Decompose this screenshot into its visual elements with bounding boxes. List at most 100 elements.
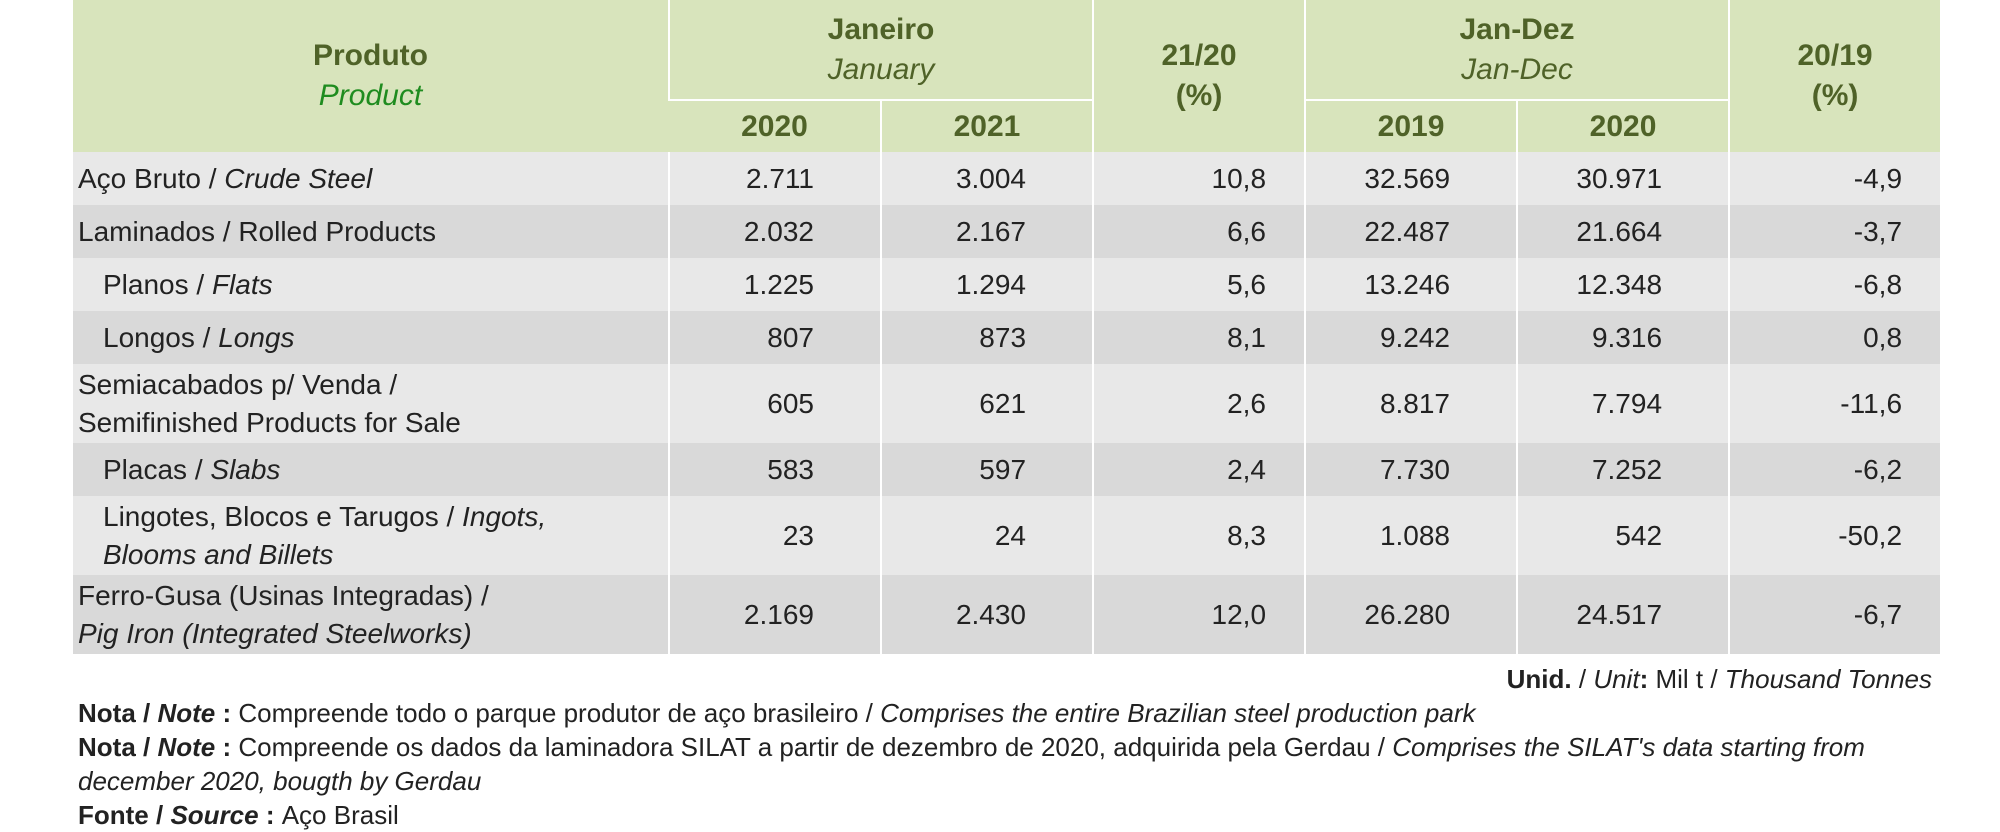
footnote: Nota / Note : Compreende todo o parque p… [78, 698, 1476, 728]
cell-var-21-20: 8,3 [1092, 496, 1306, 575]
cell-jd-2019: 1.088 [1304, 496, 1518, 575]
cell-jd-2020: 7.794 [1516, 364, 1730, 443]
cell-var-20-19: -50,2 [1728, 496, 1941, 575]
header-var-21-20: 21/20 (%) [1092, 0, 1306, 152]
cell-jan-2021: 621 [879, 364, 1094, 443]
cell-var-21-20: 10,8 [1092, 152, 1306, 205]
product-name-pt: Planos / [103, 268, 212, 300]
cell-jd-2020: 21.664 [1516, 205, 1730, 258]
row-product-name: Placas / Slabs [73, 443, 669, 496]
source-label-en: Source [170, 800, 259, 830]
cell-jd-2019: 13.246 [1304, 258, 1518, 311]
cell-jan-2021: 1.294 [879, 258, 1094, 311]
cell-var-21-20: 8,1 [1092, 311, 1306, 364]
row-product-name: Ferro-Gusa (Usinas Integradas) / Pig Iron… [73, 575, 669, 654]
product-name-pt: Longos / [103, 321, 219, 353]
footnote-text-pt: Compreende todo o parque produtor de aço… [238, 698, 881, 728]
cell-jan-2021: 24 [879, 496, 1094, 575]
unit-value-pt: Mil t [1655, 664, 1704, 694]
cell-jd-2019: 32.569 [1304, 152, 1518, 205]
table-row: Aço Bruto / Crude Steel 2.711 3.004 10,8… [73, 152, 1941, 205]
unit-value-sep: / [1703, 664, 1725, 694]
cell-jd-2019: 9.242 [1304, 311, 1518, 364]
header-var-20-19-unit: (%) [1811, 79, 1859, 112]
header-product: Produto Product [73, 0, 669, 152]
cell-var-20-19: 0,8 [1728, 311, 1941, 364]
footnotes: Nota / Note : Compreende todo o parque p… [73, 696, 1940, 832]
table-row: Planos / Flats 1.225 1.294 5,6 13.246 12… [73, 258, 1941, 311]
header-product-pt: Produto [313, 39, 428, 72]
header-var-21-20-unit: (%) [1175, 79, 1223, 112]
table-row: Longos / Longs 807 873 8,1 9.242 9.316 0… [73, 311, 1941, 364]
header-var-20-19: 20/19 (%) [1728, 0, 1941, 152]
footnote-label-en: Note [157, 732, 216, 762]
table-row: Laminados / Rolled Products 2.032 2.167 … [73, 205, 1941, 258]
product-name-line2: Semifinished Products for Sale [78, 406, 461, 438]
unit-sep: / [1571, 664, 1594, 694]
product-name-pt: Laminados / Rolled Products [78, 215, 436, 247]
cell-jan-2020: 583 [668, 443, 881, 496]
table-row: Ferro-Gusa (Usinas Integradas) / Pig Iron… [73, 575, 1941, 654]
footnote: Nota / Note : Compreende os dados da lam… [78, 732, 1865, 796]
header-january-pt: Janeiro [827, 12, 935, 46]
cell-jan-2020: 2.169 [668, 575, 881, 654]
source-text: Aço Brasil [281, 800, 399, 830]
cell-var-20-19: -4,9 [1728, 152, 1941, 205]
cell-jd-2020: 24.517 [1516, 575, 1730, 654]
cell-jan-2021: 2.430 [879, 575, 1094, 654]
header-january-en: January [827, 52, 935, 86]
product-name-line1: Ferro-Gusa (Usinas Integradas) / [78, 579, 489, 611]
cell-jd-2020: 542 [1516, 496, 1730, 575]
cell-jan-2020: 2.711 [668, 152, 881, 205]
unit-value-en: Thousand Tonnes [1724, 664, 1932, 694]
header-jd-2020: 2020 [1516, 100, 1730, 152]
cell-jan-2021: 873 [879, 311, 1094, 364]
product-name-line1: Semiacabados p/ Venda / [78, 368, 398, 400]
header-jan-2021: 2021 [879, 100, 1094, 152]
product-name-line2: Pig Iron (Integrated Steelworks) [78, 617, 472, 649]
header-jan-dez: Jan-Dez Jan-Dec [1304, 0, 1730, 101]
cell-var-21-20: 2,4 [1092, 443, 1306, 496]
product-name-line1-en: Ingots, [462, 500, 547, 532]
row-product-name: Semiacabados p/ Venda / Semifinished Prod… [73, 364, 669, 443]
footnote-text-en: Comprises the SILAT's data starting from… [78, 732, 1865, 796]
cell-var-21-20: 2,6 [1092, 364, 1306, 443]
header-jan-dez-en: Jan-Dec [1461, 52, 1573, 86]
cell-var-21-20: 5,6 [1092, 258, 1306, 311]
table-header: Produto Product Janeiro January 21/20 (%… [73, 0, 1941, 152]
product-name-pt: Placas / [103, 453, 211, 485]
cell-jd-2019: 8.817 [1304, 364, 1518, 443]
source-label-pt: Fonte [78, 800, 149, 830]
unit-colon: : [1639, 664, 1656, 694]
table-row: Placas / Slabs 583 597 2,4 7.730 7.252 -… [73, 443, 1941, 496]
cell-var-20-19: -6,8 [1728, 258, 1941, 311]
cell-var-20-19: -3,7 [1728, 205, 1941, 258]
product-name-line2: Blooms and Billets [103, 538, 334, 570]
row-product-name: Planos / Flats [73, 258, 669, 311]
footnote-text-en: Comprises the entire Brazilian steel pro… [880, 698, 1476, 728]
row-product-name: Longos / Longs [73, 311, 669, 364]
product-name-pt: Aço Bruto / [78, 162, 225, 194]
header-var-21-20-label: 21/20 [1161, 39, 1237, 72]
table-row: Lingotes, Blocos e Tarugos / Ingots, Bloo… [73, 496, 1941, 575]
cell-jan-2020: 2.032 [668, 205, 881, 258]
cell-jan-2021: 597 [879, 443, 1094, 496]
product-name-en: Flats [211, 268, 273, 300]
unit-note: Unid. / Unit: Mil t / Thousand Tonnes [73, 662, 1940, 696]
cell-jan-2020: 1.225 [668, 258, 881, 311]
cell-jan-2020: 605 [668, 364, 881, 443]
cell-var-21-20: 6,6 [1092, 205, 1306, 258]
cell-jan-2021: 3.004 [879, 152, 1094, 205]
cell-jd-2020: 30.971 [1516, 152, 1730, 205]
header-var-20-19-label: 20/19 [1797, 39, 1873, 72]
unit-label-en: Unit [1593, 664, 1640, 694]
header-january: Janeiro January [667, 0, 1094, 101]
unit-label-pt: Unid. [1506, 664, 1572, 694]
cell-jd-2019: 7.730 [1304, 443, 1518, 496]
cell-jd-2020: 9.316 [1516, 311, 1730, 364]
cell-var-21-20: 12,0 [1092, 575, 1306, 654]
cell-jan-2020: 807 [668, 311, 881, 364]
product-name-en: Slabs [210, 453, 281, 485]
table-body: Aço Bruto / Crude Steel 2.711 3.004 10,8… [73, 152, 1941, 654]
cell-jan-2020: 23 [668, 496, 881, 575]
